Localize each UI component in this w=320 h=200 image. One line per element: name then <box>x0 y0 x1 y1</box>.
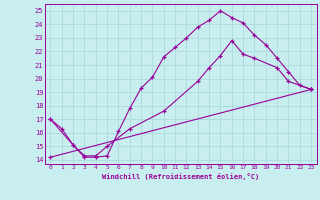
X-axis label: Windchill (Refroidissement éolien,°C): Windchill (Refroidissement éolien,°C) <box>102 173 260 180</box>
